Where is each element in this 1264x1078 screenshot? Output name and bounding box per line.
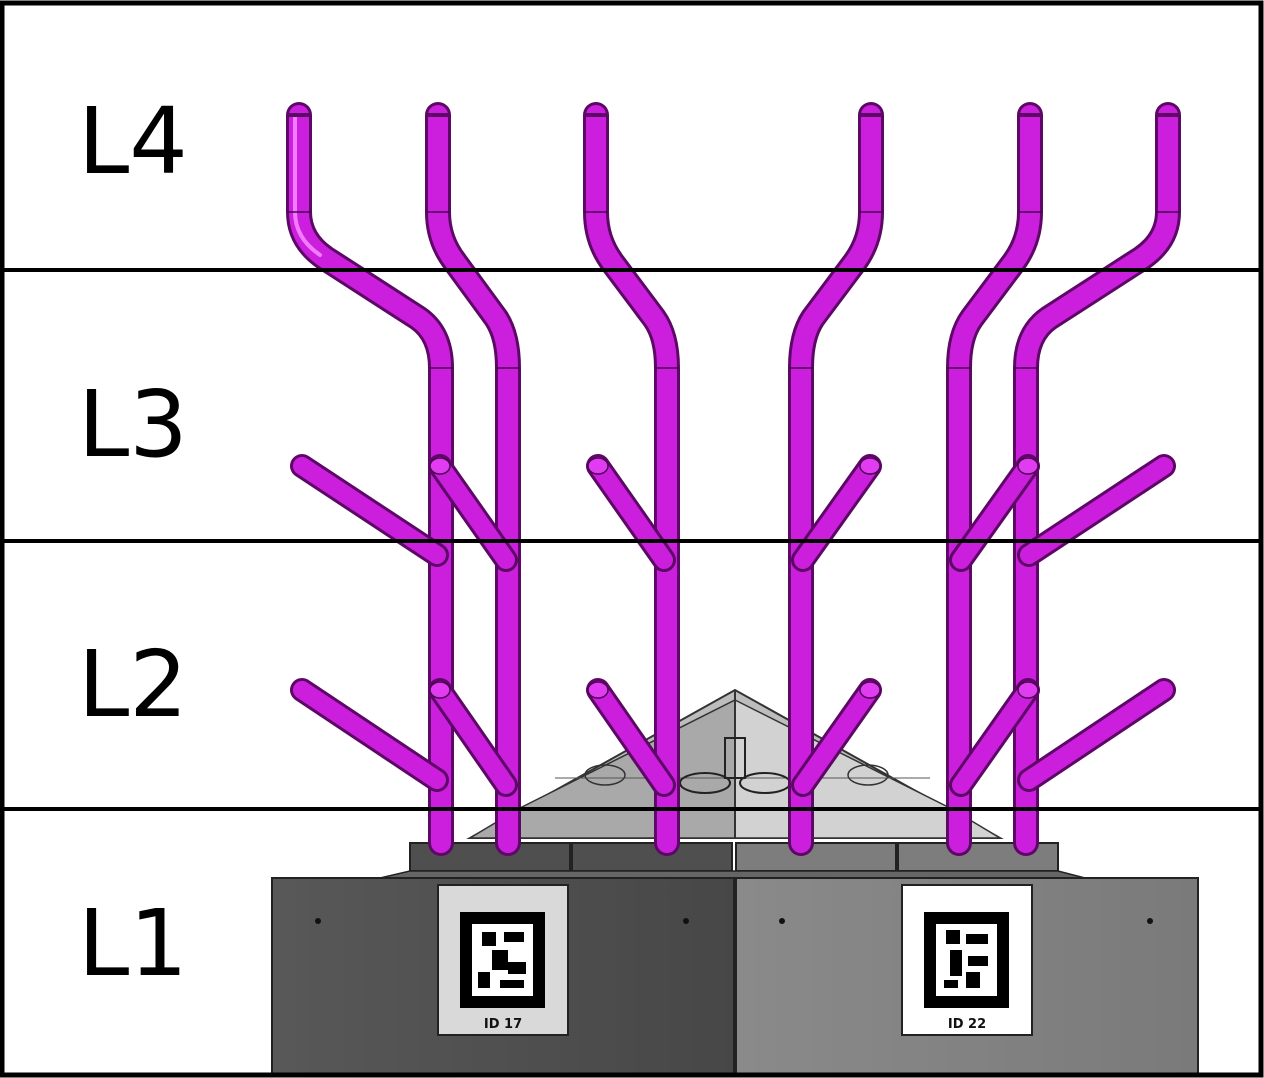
pyramid-structure — [466, 688, 1004, 839]
pipe-array — [286, 102, 1181, 856]
level-label-l3: L3 — [78, 371, 188, 478]
fiducial-marker-17: ID 17 — [437, 884, 569, 1036]
level-label-l4: L4 — [78, 88, 188, 195]
base-plates — [379, 842, 1086, 879]
marker-caption: ID 22 — [948, 1017, 986, 1032]
fiducial-marker-22: ID 22 — [901, 884, 1033, 1036]
marker-caption: ID 17 — [484, 1017, 522, 1032]
pipe-caps — [287, 113, 1180, 699]
level-label-l2: L2 — [78, 631, 188, 738]
level-label-l1: L1 — [78, 890, 188, 997]
